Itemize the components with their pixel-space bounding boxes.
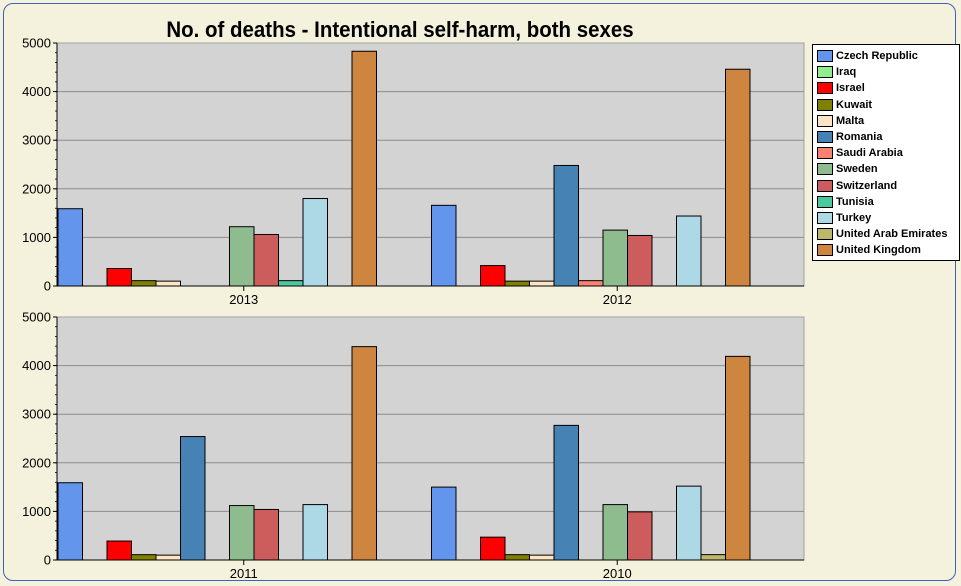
legend-label: Sweden [836,163,878,176]
legend-label: Saudi Arabia [836,147,903,160]
bar [131,280,157,287]
bar [253,508,279,561]
legend-swatch [817,147,833,160]
bar [253,233,279,287]
bar [431,204,457,287]
bar [480,536,506,561]
legend-entry: United Arab Emirates [817,226,959,242]
bar [180,436,206,561]
legend-swatch [817,211,833,224]
legend-swatch [817,114,833,127]
bar [106,540,132,561]
bar [278,280,304,287]
bar [627,511,653,561]
legend-swatch [817,50,833,63]
bar [431,486,457,561]
bar [578,280,604,287]
chart-title: No. of deaths - Intentional self-harm, b… [166,17,634,42]
bar [504,280,530,287]
bar [229,226,255,287]
legend-label: Iraq [836,66,857,79]
bar [351,346,377,561]
legend-swatch [817,163,833,176]
bar [676,215,702,287]
legend-entry: Turkey [817,210,959,226]
legend-label: United Arab Emirates [836,228,948,241]
y-tick-label: 5000 [22,36,51,51]
y-tick-label: 4000 [22,84,51,99]
legend-swatch [817,98,833,111]
bar [57,482,83,561]
legend-entry: Czech Republic [817,48,959,64]
legend-label: Romania [836,131,883,144]
y-tick-label: 2000 [22,455,51,470]
bar [553,164,579,287]
legend-entry: Switzerland [817,178,959,194]
bar [302,504,328,561]
y-tick-label: 0 [44,279,51,294]
y-tick-label: 1000 [22,230,51,245]
panel-0: 0 1000 2000 3000 4000 5000 2013 2012 [22,36,805,307]
legend-label: Czech Republic [836,50,918,63]
y-tick-label: 0 [44,553,51,568]
legend-swatch [817,244,833,257]
legend: Czech Republic Iraq Israel Kuwait Malta Roman… [812,44,960,262]
bar [529,280,555,287]
bar [602,229,628,287]
bar [302,198,328,287]
bar [725,68,751,287]
bar [529,554,555,561]
legend-label: Kuwait [836,98,873,111]
legend-label: Switzerland [836,179,898,192]
legend-label: Malta [836,114,865,127]
x-tick-label: 2013 [229,292,258,307]
legend-label: Turkey [836,211,872,224]
y-tick-label: 3000 [22,407,51,422]
bar [351,50,377,287]
bar [553,424,579,561]
x-tick-label: 2010 [603,566,632,581]
bar [155,280,181,287]
legend-entry: Iraq [817,64,959,80]
bar [602,504,628,561]
y-tick-label: 4000 [22,358,51,373]
y-tick-label: 2000 [22,181,51,196]
x-tick-label: 2012 [603,292,632,307]
legend-swatch [817,195,833,208]
legend-swatch [817,66,833,79]
legend-label: Israel [836,82,865,95]
x-tick-label: 2011 [230,566,258,581]
legend-swatch [817,131,833,144]
bar [504,554,530,561]
bar [57,208,83,287]
legend-label: United Kingdom [836,244,921,257]
y-tick-label: 1000 [22,504,51,519]
legend-entry: Romania [817,129,959,145]
legend-swatch [817,179,833,192]
legend-entry: Malta [817,113,959,129]
legend-entry: Sweden [817,161,959,177]
legend-swatch [817,82,833,95]
y-tick-label: 5000 [22,310,51,325]
bar [725,355,751,561]
panel-1: 0 1000 2000 3000 4000 5000 2011 2010 [22,310,805,581]
bar [676,485,702,561]
legend-label: Tunisia [836,195,874,208]
bar [131,554,157,561]
legend-swatch [817,228,833,241]
y-tick-label: 3000 [22,133,51,148]
bar [627,234,653,287]
bar [106,268,132,287]
bar [155,554,181,561]
legend-entry: Tunisia [817,194,959,210]
legend-entry: Israel [817,80,959,96]
bar [229,505,255,561]
legend-entry: United Kingdom [817,242,959,258]
bar [700,554,726,561]
legend-entry: Kuwait [817,97,959,113]
legend-entry: Saudi Arabia [817,145,959,161]
bar [480,265,506,287]
